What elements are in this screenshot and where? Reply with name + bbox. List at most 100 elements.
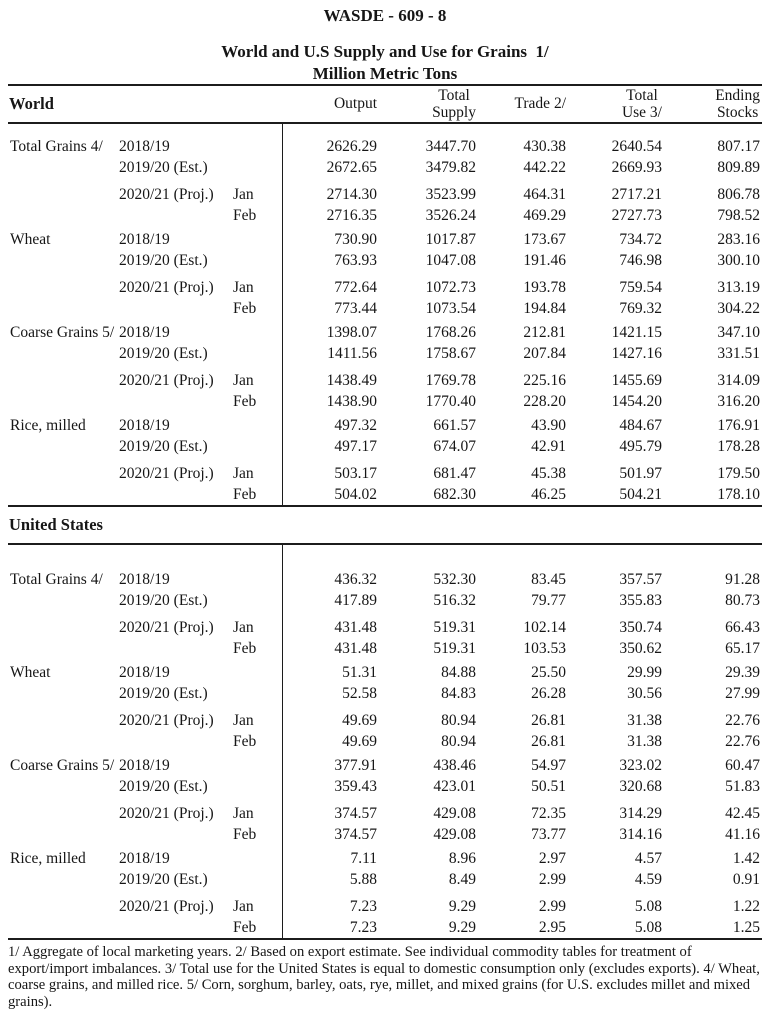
table-row: 2020/21 (Proj.) Jan 431.48 519.31 102.14 350.… (8, 611, 762, 638)
month-cell (221, 776, 282, 797)
total-use-value: 734.72 (619, 231, 662, 248)
total-supply-value: 3479.82 (425, 159, 476, 176)
total-supply-value: 1769.78 (425, 372, 476, 389)
total-supply-value: 1073.54 (425, 300, 476, 317)
output-value: 377.91 (281, 752, 379, 776)
trade-value: 194.84 (523, 300, 566, 317)
month-cell (221, 343, 282, 364)
month-cell: Jan (233, 186, 254, 203)
output-value: 2672.65 (281, 157, 379, 178)
col-header-ending-stocks-line2: Stocks (716, 103, 759, 121)
total-use-value: 759.54 (619, 279, 662, 296)
commodity-cell (8, 484, 119, 506)
total-use-value: 769.32 (619, 300, 662, 317)
ending-stocks-value: 1.22 (732, 898, 760, 915)
output-value: 431.48 (281, 611, 379, 638)
trade-value: 42.91 (531, 438, 566, 455)
month-cell: Jan (233, 279, 254, 296)
col-header-output: Output (282, 85, 379, 123)
total-use-value: 320.68 (619, 778, 662, 795)
total-use-value: 350.62 (619, 640, 662, 657)
year-cell: 2020/21 (Proj.) (119, 465, 214, 482)
year-cell: 2019/20 (Est.) (119, 871, 208, 888)
ending-stocks-value: 41.16 (725, 826, 760, 843)
ending-stocks-value: 300.10 (717, 252, 760, 269)
table-row: 2020/21 (Proj.) Jan 49.69 80.94 26.81 31.38 22… (8, 704, 762, 731)
total-supply-value: 1758.67 (425, 345, 476, 362)
col-header-total-use-line1: Total (626, 86, 658, 104)
header-row: World Output Total Supply Trade 2/ Total U… (8, 85, 762, 123)
total-supply-value: 438.46 (433, 757, 476, 774)
output-value: 7.23 (281, 917, 379, 939)
trade-value: 173.67 (523, 231, 566, 248)
trade-value: 83.45 (531, 571, 566, 588)
us-data-table: Total Grains 4/2018/19 436.32 532.30 83.45 3… (8, 543, 762, 940)
total-supply-value: 519.31 (433, 640, 476, 657)
table-row: Rice, milled 2018/19 497.32 661.57 43.90 484.… (8, 412, 762, 436)
output-value: 374.57 (281, 824, 379, 845)
month-cell (221, 124, 282, 157)
total-use-value: 31.38 (627, 712, 662, 729)
total-supply-value: 532.30 (433, 571, 476, 588)
ending-stocks-value: 66.43 (725, 619, 760, 636)
total-use-value: 501.97 (619, 465, 662, 482)
total-use-value: 2640.54 (611, 138, 662, 155)
output-value: 1411.56 (281, 343, 379, 364)
month-cell (221, 412, 282, 436)
year-cell (119, 391, 221, 412)
ending-stocks-value: 178.28 (717, 438, 760, 455)
commodity-cell (8, 797, 119, 824)
ending-stocks-value: 60.47 (725, 757, 760, 774)
total-use-value: 323.02 (619, 757, 662, 774)
year-cell: 2020/21 (Proj.) (119, 712, 214, 729)
trade-value: 26.81 (531, 712, 566, 729)
col-header-trade-label: Trade 2/ (514, 95, 566, 112)
ending-stocks-value: 42.45 (725, 805, 760, 822)
output-value: 359.43 (281, 776, 379, 797)
commodity-cell: Wheat (10, 664, 51, 681)
col-header-total-use: Total Use 3/ (568, 85, 664, 123)
table-row: 2020/21 (Proj.) Jan 503.17 681.47 45.38 501.9… (8, 457, 762, 484)
total-supply-value: 429.08 (433, 826, 476, 843)
commodity-cell (8, 205, 119, 226)
year-cell: 2019/20 (Est.) (119, 685, 208, 702)
col-header-output-label: Output (333, 95, 377, 112)
year-cell (119, 917, 221, 939)
year-cell: 2019/20 (Est.) (119, 159, 208, 176)
total-use-value: 30.56 (627, 685, 662, 702)
ending-stocks-value: 806.78 (717, 186, 760, 203)
output-value: 52.58 (281, 683, 379, 704)
commodity-cell (8, 271, 119, 298)
total-supply-value: 80.94 (441, 733, 476, 750)
ending-stocks-value: 1.25 (732, 919, 760, 936)
page-subtitle: Million Metric Tons (312, 64, 458, 83)
output-value: 497.17 (281, 436, 379, 457)
trade-value: 2.99 (538, 898, 566, 915)
trade-value: 212.81 (523, 324, 566, 341)
commodity-cell: Rice, milled (10, 850, 86, 867)
output-value: 504.02 (281, 484, 379, 506)
ending-stocks-value: 798.52 (717, 207, 760, 224)
output-value: 7.23 (281, 890, 379, 917)
ending-stocks-value: 178.10 (717, 486, 760, 503)
table-row: 2019/20 (Est.) 763.93 1047.08 191.46 746.98 3… (8, 250, 762, 271)
trade-value: 225.16 (523, 372, 566, 389)
year-cell (119, 824, 221, 845)
trade-value: 54.97 (531, 757, 566, 774)
trade-value: 72.35 (531, 805, 566, 822)
total-supply-value: 1017.87 (425, 231, 476, 248)
month-cell: Jan (233, 465, 254, 482)
total-supply-value: 516.32 (433, 592, 476, 609)
total-supply-value: 9.29 (448, 898, 476, 915)
table-row: Total Grains 4/2018/19 436.32 532.30 83.45 3… (8, 544, 762, 590)
col-header-total-supply: Total Supply (379, 85, 478, 123)
month-cell: Jan (233, 712, 254, 729)
commodity-cell (8, 638, 119, 659)
table-row: 2020/21 (Proj.) Jan 1438.49 1769.78 225.16 14… (8, 364, 762, 391)
trade-value: 25.50 (531, 664, 566, 681)
total-supply-value: 9.29 (448, 919, 476, 936)
total-supply-value: 80.94 (441, 712, 476, 729)
table-row: 2019/20 (Est.) 1411.56 1758.67 207.84 1427.1… (8, 343, 762, 364)
month-cell: Feb (233, 733, 257, 750)
col-header-total-supply-line1: Total (438, 86, 470, 104)
